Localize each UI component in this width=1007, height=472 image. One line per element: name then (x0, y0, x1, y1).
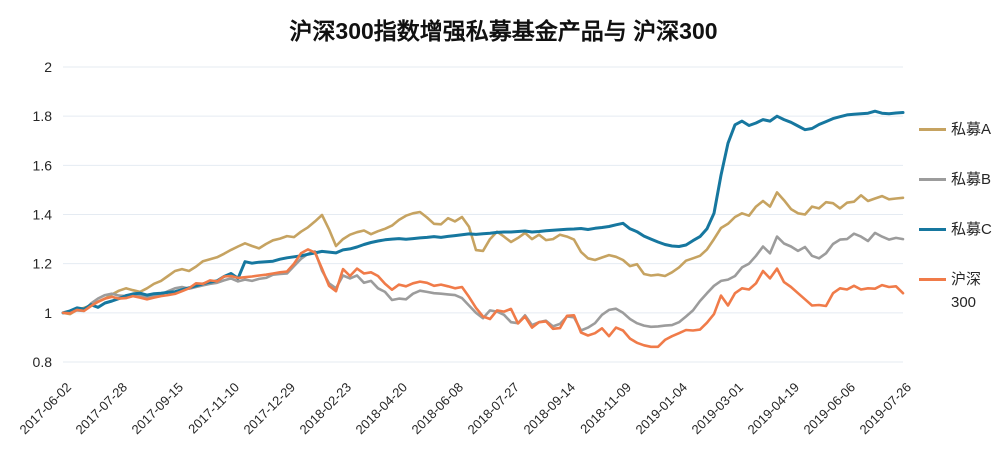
series-line-私募A (61, 191, 905, 316)
x-tick-label: 2019-06-06 (800, 380, 858, 438)
legend-label-沪深300: 沪深 300 (951, 271, 982, 311)
series-line-沪深300 (61, 248, 905, 349)
x-tick-label: 2018-02-23 (296, 380, 354, 438)
legend-swatch-私募B (919, 178, 946, 181)
legend-swatch-私募C (919, 228, 946, 231)
x-tick-label: 2019-03-01 (688, 380, 746, 438)
y-tick-label: 1.2 (33, 256, 53, 272)
series-line-私募C (61, 109, 905, 315)
x-tick-label: 2019-07-26 (856, 380, 914, 438)
x-tick-label: 2018-11-09 (577, 380, 634, 437)
y-tick-label: 1.8 (33, 108, 53, 124)
y-tick-label: 0.8 (33, 354, 53, 370)
legend-item-沪深300: 沪深 300 (919, 269, 981, 316)
legend-label-私募C: 私募C (951, 221, 992, 238)
legend-label-私募B: 私募B (951, 171, 992, 188)
x-tick-label: 2018-07-27 (464, 380, 522, 438)
y-tick-label: 2 (44, 59, 52, 75)
x-tick-label: 2019-01-04 (632, 380, 690, 438)
legend-item-私募C: 私募C (919, 219, 992, 240)
legend-swatch-沪深300 (919, 278, 946, 281)
x-tick-label: 2018-04-20 (352, 380, 410, 438)
x-tick-label: 2018-09-14 (520, 380, 578, 438)
x-tick-label: 2018-06-08 (408, 380, 466, 438)
legend-item-私募B: 私募B (919, 169, 991, 190)
legend-label-私募A: 私募A (951, 121, 992, 138)
y-tick-label: 1.4 (33, 207, 53, 223)
y-tick-label: 1.6 (33, 157, 53, 173)
chart-title: 沪深300指数增强私募基金产品与 沪深300 (289, 18, 718, 44)
x-tick-label: 2017-12-29 (240, 380, 298, 438)
x-tick-label: 2017-09-15 (128, 380, 186, 438)
legend-item-私募A: 私募A (919, 119, 991, 140)
x-tick-label: 2017-06-02 (16, 380, 74, 438)
x-tick-label: 2017-11-10 (185, 380, 242, 437)
x-tick-label: 2017-07-28 (72, 380, 130, 438)
y-tick-label: 1 (44, 305, 52, 321)
x-tick-label: 2019-04-19 (744, 380, 802, 438)
legend-swatch-私募A (919, 128, 946, 131)
